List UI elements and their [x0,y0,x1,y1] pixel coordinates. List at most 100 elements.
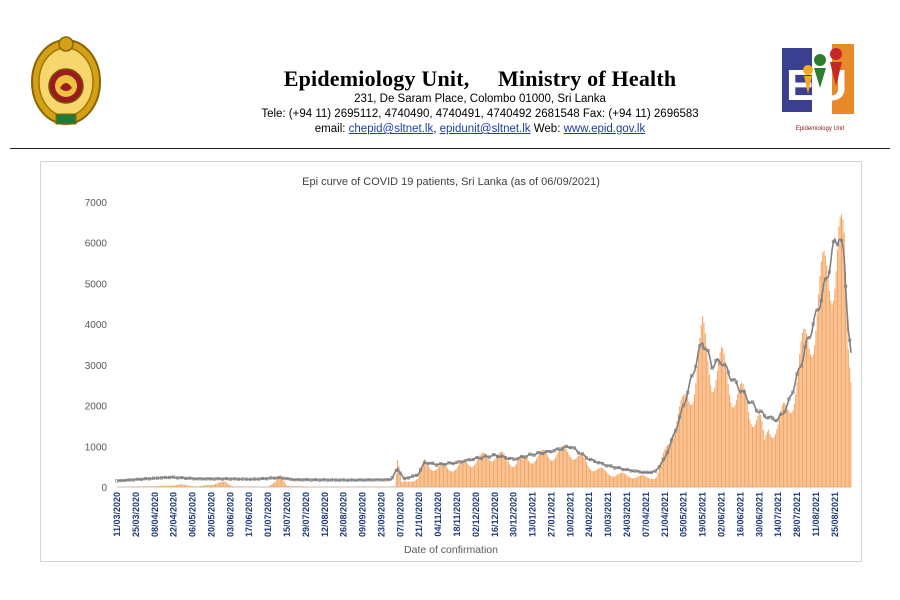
moving-average-marker [398,471,402,475]
daily-case-bar [470,466,472,487]
daily-case-bar [541,449,543,487]
daily-case-bar [607,474,609,487]
daily-case-bar [692,402,694,487]
email-link-chepid[interactable]: chepid@sltnet.lk [348,123,434,135]
daily-case-bar [513,467,515,487]
daily-case-bar [398,466,400,487]
moving-average-marker [305,477,309,482]
daily-case-bar [426,463,428,487]
daily-case-bar [525,456,527,487]
moving-average-line [116,237,852,482]
moving-average-marker [123,478,127,483]
daily-case-bar [617,474,619,487]
website-link[interactable]: www.epid.gov.lk [563,123,646,135]
y-tick-label: 4000 [85,320,108,331]
daily-case-bar [468,465,470,487]
daily-case-bar [573,459,575,487]
moving-average-marker [516,457,520,461]
daily-case-bar [204,485,206,487]
moving-average-marker [815,308,819,312]
x-tick-label: 07/04/2021 [641,492,651,537]
daily-case-bar [421,465,423,487]
daily-case-bar [642,475,644,487]
moving-average-marker [609,464,613,468]
daily-case-bar [304,486,306,487]
daily-case-bar [805,333,807,487]
daily-case-bar [491,461,493,487]
daily-case-bar [243,486,245,487]
daily-case-bar [555,457,557,487]
daily-case-bar [745,395,747,487]
daily-case-bar [405,481,407,487]
moving-average-marker [394,468,398,473]
daily-case-bar [595,470,597,487]
daily-case-bar [838,226,840,487]
daily-case-bar [780,410,782,487]
moving-average-marker [151,476,156,480]
moving-average-marker [791,390,795,394]
daily-case-bar [683,395,685,487]
moving-average-marker [702,346,706,350]
daily-case-bar [783,403,785,487]
daily-case-bar [739,384,741,487]
email-link-epidunit[interactable]: epidunit@sltnet.lk [439,123,531,135]
daily-case-bar [726,372,728,487]
daily-case-bar [490,461,492,487]
daily-case-bar [224,481,226,487]
daily-case-bar [175,485,177,487]
daily-case-bar [575,458,577,487]
moving-average-marker [601,462,605,466]
moving-average-marker [220,477,224,481]
daily-case-bar [804,328,806,487]
daily-case-bar [761,421,763,487]
daily-case-bar [810,354,812,487]
daily-case-bar [301,486,303,487]
daily-case-bar [710,385,712,487]
daily-case-bar [831,304,833,487]
daily-case-bar [676,421,678,487]
moving-average-marker [163,475,168,480]
x-tick-label: 13/01/2021 [528,492,538,537]
daily-case-bar [420,469,422,487]
moving-average-marker [338,478,342,482]
moving-average-marker [605,464,609,468]
daily-case-bar [646,477,648,487]
moving-average-marker [799,364,803,368]
daily-case-bar [641,475,643,487]
moving-average-marker [147,477,151,481]
daily-case-bar [538,453,540,487]
daily-case-bar [684,393,686,487]
daily-case-bar [811,356,813,487]
moving-average-marker [467,458,471,462]
daily-case-bar [140,486,142,487]
daily-case-bar [205,485,207,487]
daily-case-bar [565,449,567,487]
moving-average-marker [188,476,192,480]
daily-case-bar [517,461,519,487]
daily-case-bar [403,481,405,487]
daily-case-bar [417,478,419,487]
daily-case-bar [465,462,467,487]
moving-average-marker [382,478,386,482]
daily-case-bar [540,451,542,487]
daily-case-bar [383,486,385,487]
daily-case-bar [792,410,794,487]
moving-average-marker [301,478,305,482]
daily-case-bar [416,479,418,487]
daily-case-bar [171,485,173,487]
daily-case-bar [183,484,185,487]
daily-case-bar [492,460,494,487]
moving-average-marker [653,469,657,473]
daily-case-bar [768,429,770,487]
daily-case-bar [155,486,157,487]
daily-case-bar [202,485,204,487]
moving-average-marker [532,453,536,457]
x-tick-label: 24/03/2021 [622,492,632,537]
daily-case-bar [719,352,721,487]
y-tick-label: 7000 [85,198,108,209]
x-tick-label: 21/04/2021 [660,492,670,537]
daily-case-bar [178,484,180,487]
daily-case-bar [144,486,146,487]
daily-case-bar [657,472,659,487]
moving-average-marker [831,239,836,244]
